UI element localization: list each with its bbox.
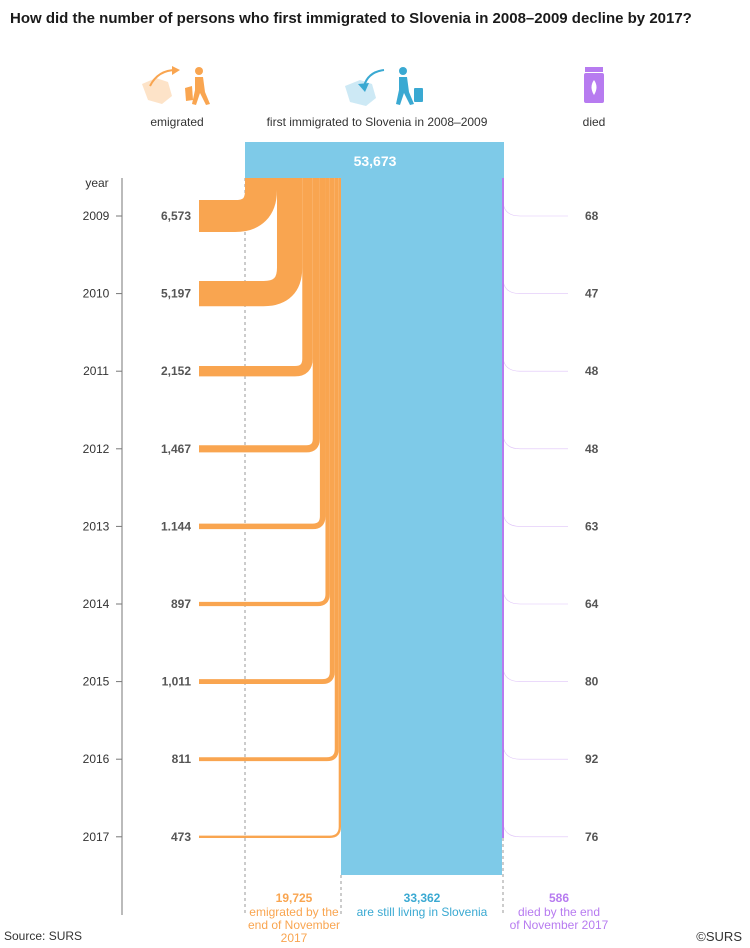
emigrated-label-2013: 1.144 [161,519,191,533]
year-label-2014: 2014 [83,597,110,611]
emigrated-total-line-1: emigrated by the [249,905,339,919]
total-value: 53,673 [354,153,397,169]
emigrated-flow-2015 [199,178,335,685]
emigrated-flow-2014 [199,178,330,607]
emigrated-label-2016: 811 [172,752,192,766]
copyright-note: ©SURS [696,929,742,944]
total-box [245,142,504,178]
died-flow-2010 [502,277,568,294]
emigrated-label-2015: 1,011 [162,675,192,689]
emigrated-label-2011: 2,152 [161,364,191,378]
died-label-2017: 76 [585,830,599,844]
emigrated-flow-2013 [199,178,326,530]
emigrated-total-value: 19,725 [276,891,313,905]
died-total-value: 586 [549,891,569,905]
chart-title: How did the number of persons who first … [10,10,692,27]
emigrated-flow-2012 [199,178,320,453]
died-flow-2014 [502,587,568,605]
year-label-2009: 2009 [83,209,110,223]
year-label-2011: 2011 [83,364,109,378]
died-flow-2015 [502,665,568,682]
source-note: Source: SURS [4,929,83,943]
immigrated-header: first immigrated to Slovenia in 2008–200… [267,115,488,129]
died-label-2016: 92 [585,752,599,766]
died-label-2015: 80 [585,675,599,689]
died-flow-2009 [502,199,568,217]
row-labels: 2009 6,573 68 2010 5,197 47 2011 2,152 48 2012 1,4… [83,209,599,844]
died-flow-2011 [502,355,568,372]
died-total-line-1: died by the end [518,905,600,919]
emigrated-flows [199,174,342,838]
emigrated-label-2017: 473 [171,830,191,844]
year-label-2010: 2010 [83,287,110,301]
died-flow-2016 [502,743,568,760]
emigrated-flow-2010 [199,178,303,307]
emigrated-label-2009: 6,573 [161,209,191,223]
year-label-2016: 2016 [83,752,110,766]
died-label-2011: 48 [585,364,599,378]
died-flow-2013 [502,510,568,527]
emigrated-label-2010: 5,197 [161,287,191,301]
died-flow-2017 [502,820,568,838]
emigrated-total-line-3: 2017 [281,931,308,945]
year-label-2012: 2012 [83,442,110,456]
died-total-line-2: of November 2017 [510,918,609,932]
emigrated-flow-2009 [199,174,277,232]
emigrated-flow-2011 [199,178,313,377]
year-label-2017: 2017 [83,830,110,844]
died-strip [502,178,504,838]
living-total-value: 33,362 [404,891,441,905]
died-label-2013: 63 [585,519,599,533]
year-label-2013: 2013 [83,519,110,533]
immigrating-person-icon [345,67,423,106]
living-total-line-1: are still living in Slovenia [357,905,488,919]
died-label-2014: 64 [585,597,599,611]
emigrated-label-2012: 1,467 [161,442,191,456]
living-block [341,178,502,875]
urn-icon [584,67,604,103]
died-flows [502,199,568,838]
emigrated-header: emigrated [150,115,203,129]
died-flow-2012 [502,432,568,450]
year-label-2015: 2015 [83,675,110,689]
emigrated-flow-2016 [199,178,339,762]
died-label-2009: 68 [585,209,599,223]
emigrated-flow-2017 [199,178,342,838]
emigrating-person-icon [142,66,210,105]
year-axis-label: year [85,176,108,190]
emigrated-label-2014: 897 [171,597,191,611]
died-header: died [583,115,606,129]
died-label-2012: 48 [585,442,599,456]
died-label-2010: 47 [585,287,599,301]
emigrated-total-line-2: end of November [248,918,340,932]
